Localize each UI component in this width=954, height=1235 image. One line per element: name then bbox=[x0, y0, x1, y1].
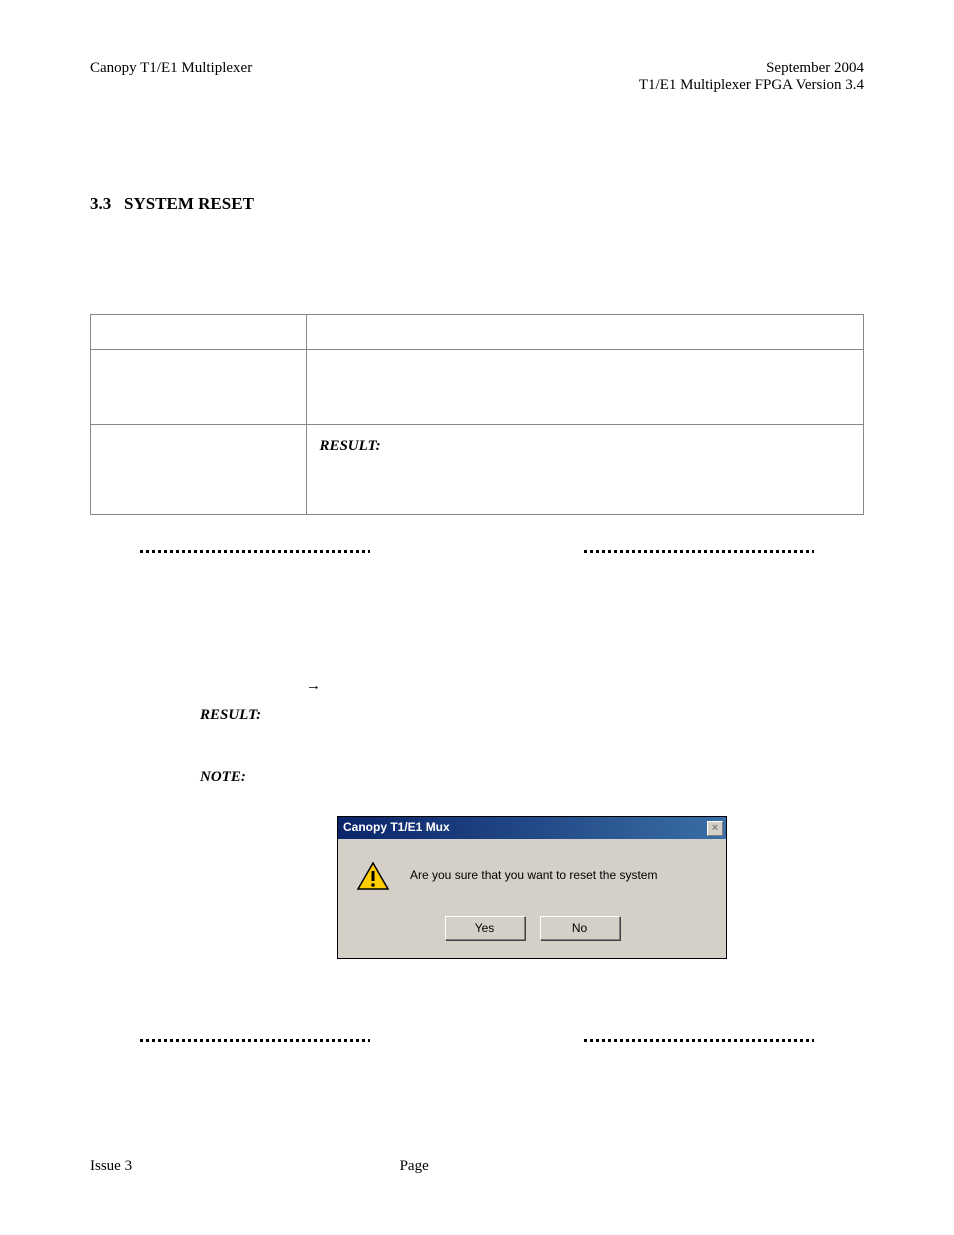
section-heading: 3.3 SYSTEM RESET bbox=[90, 194, 864, 214]
header-date: September 2004 bbox=[639, 60, 864, 77]
dashed-line-left bbox=[140, 550, 370, 553]
warning-icon bbox=[356, 861, 390, 891]
dialog-body: Are you sure that you want to reset the … bbox=[338, 839, 726, 958]
footer-page-label: Page bbox=[400, 1158, 429, 1175]
no-button[interactable]: No bbox=[540, 916, 620, 940]
table-cell-3-2: RESULT: bbox=[307, 425, 864, 515]
page-header: Canopy T1/E1 Multiplexer September 2004 … bbox=[90, 60, 864, 94]
dialog-container: Canopy T1/E1 Mux × Are you sure that you… bbox=[200, 816, 864, 959]
footer-issue: Issue 3 bbox=[90, 1158, 400, 1175]
dialog-button-row: Yes No bbox=[356, 916, 708, 940]
header-version: T1/E1 Multiplexer FPGA Version 3.4 bbox=[639, 77, 864, 94]
section-number: 3.3 bbox=[90, 194, 111, 213]
table-cell-2-1 bbox=[91, 350, 307, 425]
result-label-text: RESULT: bbox=[200, 707, 261, 723]
table-cell-2-2 bbox=[307, 350, 864, 425]
dialog-titlebar: Canopy T1/E1 Mux × bbox=[338, 817, 726, 839]
page-footer: Issue 3 Page bbox=[90, 1158, 864, 1175]
dashed-line-bottom-right bbox=[584, 1039, 814, 1042]
dialog-content-row: Are you sure that you want to reset the … bbox=[356, 861, 708, 891]
note-label-text: NOTE: bbox=[200, 769, 246, 785]
yes-button[interactable]: Yes bbox=[445, 916, 525, 940]
close-button[interactable]: × bbox=[707, 821, 723, 836]
divider-bottom bbox=[90, 1039, 864, 1042]
table-cell-1-1 bbox=[91, 315, 307, 350]
dialog-message: Are you sure that you want to reset the … bbox=[410, 865, 657, 887]
content-block: → RESULT: NOTE: Canopy T1/E1 Mux × bbox=[90, 673, 864, 959]
document-page: Canopy T1/E1 Multiplexer September 2004 … bbox=[0, 0, 954, 1235]
dialog-title: Canopy T1/E1 Mux bbox=[343, 817, 450, 839]
procedure-table: RESULT: bbox=[90, 314, 864, 515]
divider-top bbox=[90, 550, 864, 553]
header-left-text: Canopy T1/E1 Multiplexer bbox=[90, 60, 252, 94]
close-icon: × bbox=[712, 823, 718, 834]
confirmation-dialog: Canopy T1/E1 Mux × Are you sure that you… bbox=[337, 816, 727, 959]
header-right: September 2004 T1/E1 Multiplexer FPGA Ve… bbox=[639, 60, 864, 94]
result-label-cell: RESULT: bbox=[319, 438, 380, 454]
dashed-line-right bbox=[584, 550, 814, 553]
table-cell-3-1 bbox=[91, 425, 307, 515]
dashed-line-bottom-left bbox=[140, 1039, 370, 1042]
table-cell-1-2 bbox=[307, 315, 864, 350]
arrow-symbol: → bbox=[200, 673, 864, 700]
section-title: SYSTEM RESET bbox=[124, 194, 254, 213]
